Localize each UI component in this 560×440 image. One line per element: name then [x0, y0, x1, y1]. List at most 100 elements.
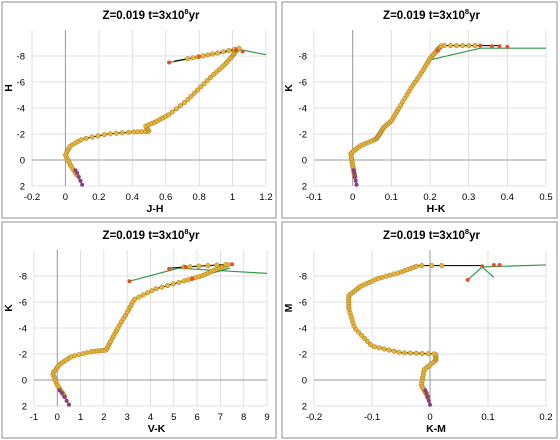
chart-panel-1: -0.2 0 0.2 0.4 0.6 0.8 1 1.2 2 0 -2 -4 -6 -8 Z=0.019 t… — [1, 1, 277, 219]
y-tick-label: -8 — [299, 272, 307, 283]
low-mass-point — [62, 394, 67, 399]
y-tick-label: -6 — [299, 78, 307, 89]
track-point — [170, 281, 176, 287]
track-point — [177, 103, 183, 109]
track-point — [144, 290, 150, 296]
chart-panel-2: -0.1 0 0.1 0.2 0.3 0.4 0.5 2 0 -2 -4 -6 -8 Z=0.019 t=… — [281, 1, 558, 219]
track-point — [136, 294, 142, 300]
track-point — [198, 84, 204, 90]
track-point — [454, 43, 460, 49]
x-tick-label: 0 — [427, 412, 432, 423]
y-tick-label: -4 — [19, 324, 27, 335]
connector-segment — [178, 267, 268, 274]
panel-frame — [1, 221, 277, 439]
x-tick-label: 0.2 — [539, 412, 552, 423]
x-tick-label: 7 — [218, 412, 223, 423]
agb-point — [183, 264, 188, 269]
low-mass-point — [59, 391, 64, 395]
low-mass-point — [352, 174, 357, 179]
low-mass-point — [57, 388, 62, 393]
panel-frame — [281, 1, 558, 219]
track-point — [95, 133, 101, 139]
chart-panel-4: -0.2 -0.1 0 0.1 0.2 2 0 -2 -4 -6 -8 Z=0.019 t=3x108… — [281, 221, 558, 439]
low-mass-point — [76, 174, 81, 179]
agb-point — [465, 277, 470, 282]
chart-panel-3: -1 0 1 2 3 4 5 6 7 8 920-2-4-6-8Z=0.019 t=3x108yrV… — [1, 221, 277, 439]
track-point — [208, 74, 214, 80]
track-point — [71, 353, 77, 359]
track-point — [472, 43, 478, 49]
track-point — [140, 292, 146, 298]
agb-point — [240, 49, 245, 54]
y-axis-label: K — [3, 304, 15, 312]
x-tick-label: 5 — [171, 412, 176, 423]
y-tick-label: 2 — [302, 182, 307, 193]
track-point — [371, 344, 377, 350]
track-point — [191, 90, 197, 96]
x-tick-label: 4 — [148, 412, 153, 423]
track-point — [425, 351, 431, 357]
y-tick-label: -8 — [17, 52, 25, 63]
track-point — [376, 345, 382, 351]
chart-title-unit: yr — [189, 230, 200, 242]
chart-title-unit: yr — [469, 10, 480, 22]
track-point — [188, 93, 194, 99]
y-tick-label: -6 — [19, 298, 27, 309]
x-tick-label: 0.3 — [462, 192, 475, 203]
low-mass-point — [64, 398, 69, 403]
agb-point — [489, 44, 494, 49]
track-point — [187, 264, 193, 270]
track-point — [214, 262, 220, 268]
track-point — [83, 135, 89, 141]
agb-point — [197, 54, 202, 59]
chart-title: Z=0.019 t=3x108yr — [103, 227, 200, 242]
chart-title-exponent: 8 — [465, 7, 469, 16]
track-point — [359, 332, 365, 338]
track-point — [78, 137, 84, 143]
x-tick-label: 0.1 — [481, 412, 494, 423]
x-tick-label: -0.2 — [24, 192, 40, 203]
track-point — [419, 263, 425, 269]
connector-segment — [481, 266, 495, 278]
low-mass-point — [80, 182, 85, 187]
x-axis-label: J-H — [147, 203, 164, 215]
agb-point — [190, 276, 195, 281]
chart-title-unit: yr — [469, 230, 480, 242]
x-tick-label: 0.4 — [501, 192, 514, 203]
chart-title-main: Z=0.019 t=3x10 — [103, 230, 185, 242]
agb-point — [478, 43, 483, 48]
x-tick-label: 0.2 — [423, 192, 436, 203]
track-point — [195, 87, 201, 93]
track-point — [364, 338, 370, 344]
track-point — [226, 47, 232, 53]
track-point — [210, 51, 216, 57]
y-tick-label: -6 — [299, 298, 307, 309]
chart-title-exponent: 8 — [465, 227, 469, 236]
track-point — [153, 286, 159, 292]
y-tick-label: 0 — [22, 376, 27, 387]
track-point — [429, 263, 435, 269]
track-point — [101, 132, 107, 138]
track-point — [132, 296, 138, 302]
agb-point — [127, 279, 132, 284]
y-tick-label: -8 — [19, 272, 27, 283]
y-tick-label: -4 — [17, 104, 25, 115]
agb-point — [233, 48, 238, 53]
y-tick-label: -4 — [299, 104, 307, 115]
agb-point — [167, 60, 172, 65]
x-tick-label: -0.1 — [306, 192, 322, 203]
y-tick-label: -8 — [299, 52, 307, 63]
x-tick-label: 0.1 — [385, 192, 398, 203]
track-point — [84, 350, 90, 356]
track-point — [386, 347, 392, 353]
agb-point — [491, 262, 496, 267]
track-point — [381, 346, 387, 352]
low-mass-point — [351, 168, 356, 173]
y-tick-label: 0 — [302, 156, 307, 167]
chart-title-main: Z=0.019 t=3x10 — [383, 230, 465, 242]
y-tick-label: -6 — [17, 78, 25, 89]
track-point — [165, 112, 171, 118]
x-tick-label: 0 — [63, 192, 68, 203]
x-tick-label: 1.2 — [259, 192, 272, 203]
